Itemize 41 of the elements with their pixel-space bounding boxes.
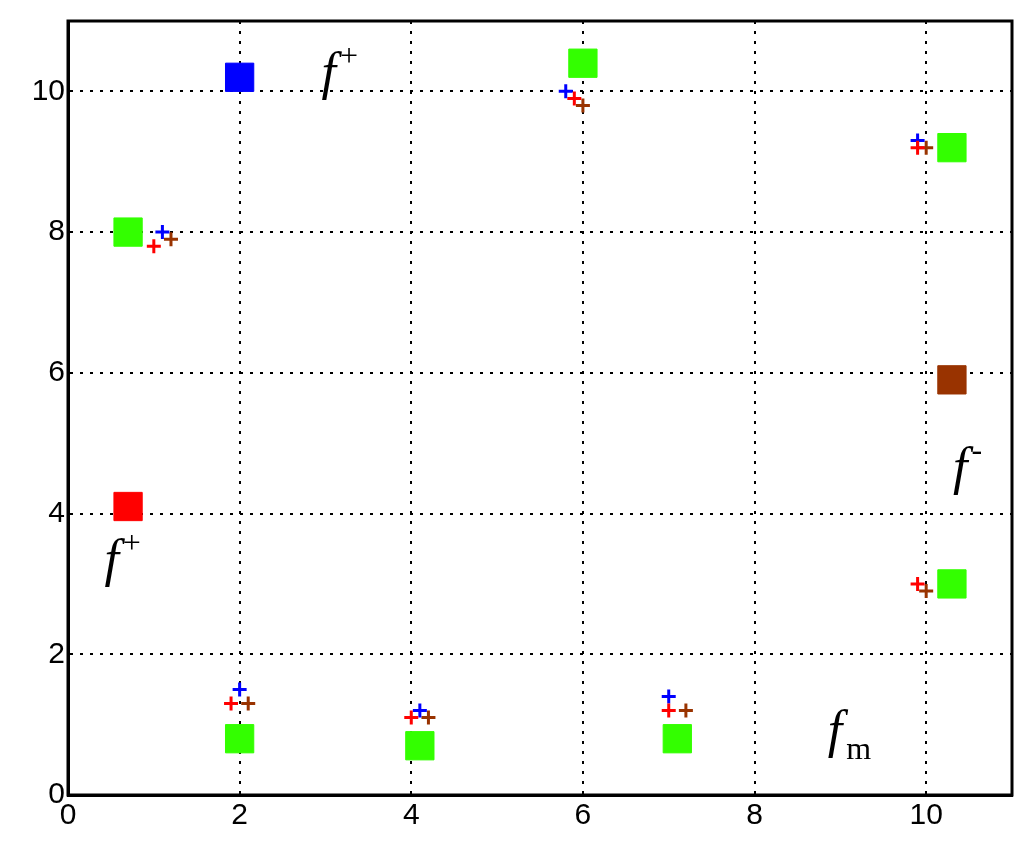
point xyxy=(909,575,927,593)
point xyxy=(239,695,257,713)
point xyxy=(568,48,598,78)
point xyxy=(937,365,967,395)
point xyxy=(660,687,678,705)
point xyxy=(153,223,171,241)
point xyxy=(565,89,583,107)
point xyxy=(917,582,935,600)
point xyxy=(660,702,678,720)
point xyxy=(937,569,967,599)
point xyxy=(402,709,420,727)
point xyxy=(231,680,249,698)
point xyxy=(224,724,255,754)
y-tick-label: 2 xyxy=(48,635,65,669)
x-tick-label: 6 xyxy=(574,797,592,831)
y-tick-label: 6 xyxy=(48,354,65,388)
point xyxy=(113,491,143,522)
point xyxy=(909,139,927,157)
y-tick-label: 4 xyxy=(48,494,65,528)
y-tick-label: 8 xyxy=(48,213,65,247)
x-tick-label: 2 xyxy=(231,797,248,831)
point xyxy=(677,702,695,720)
point xyxy=(162,230,180,248)
point xyxy=(662,724,692,754)
y-tick-label: 10 xyxy=(31,72,65,106)
point xyxy=(145,237,163,255)
point xyxy=(411,702,429,720)
point xyxy=(419,709,437,727)
x-tick-label: 10 xyxy=(909,797,943,831)
point xyxy=(405,731,435,761)
point xyxy=(574,96,592,114)
point xyxy=(222,695,240,713)
annotation: f+ xyxy=(321,36,359,100)
point xyxy=(113,217,143,247)
point xyxy=(224,62,255,92)
annotation: f+ xyxy=(104,524,141,588)
point xyxy=(937,133,967,163)
x-tick-label: 8 xyxy=(746,797,763,831)
x-tick-label: 4 xyxy=(402,797,420,831)
annotation: f- xyxy=(952,431,983,495)
point xyxy=(557,82,575,100)
